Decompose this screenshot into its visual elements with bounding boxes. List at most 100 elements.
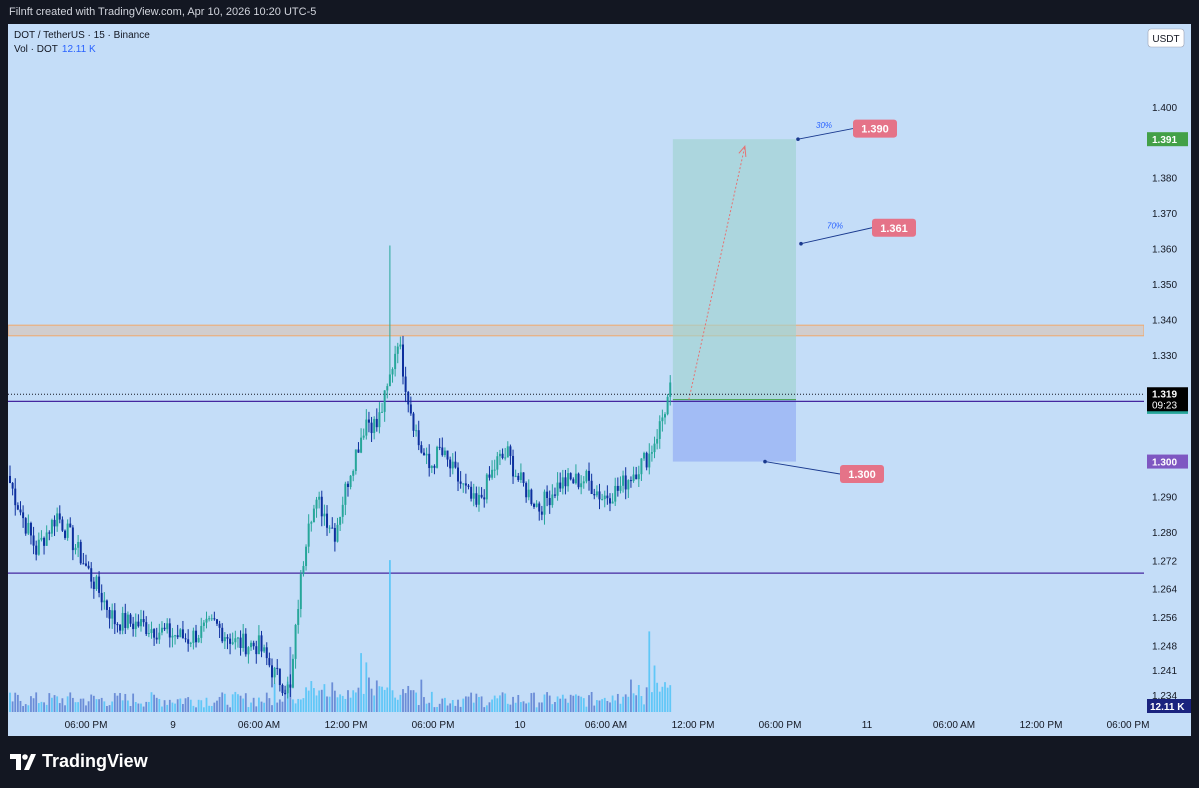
volume-bar	[278, 699, 281, 712]
tradingview-brand[interactable]: TradingView	[10, 751, 148, 772]
stop-price-label: 1.300	[1152, 458, 1177, 469]
volume-bar	[281, 701, 284, 712]
price-chart[interactable]: 1.390 30% 1.361 70% 1.300 USDT 1.400 1.390 1.380…	[8, 24, 1191, 736]
candle	[344, 483, 347, 505]
volume-bar	[653, 665, 656, 712]
chart-area[interactable]: 1.390 30% 1.361 70% 1.300 USDT 1.400 1.390 1.380…	[8, 24, 1191, 736]
candle	[339, 516, 342, 525]
stop-zone	[672, 399, 796, 462]
volume-bar	[244, 693, 247, 712]
candle	[637, 474, 640, 480]
candle	[111, 610, 114, 619]
candle	[459, 481, 462, 484]
candle	[590, 480, 593, 495]
volume-bar	[163, 700, 166, 712]
candle	[69, 523, 72, 528]
volume-bar	[520, 702, 522, 712]
volume-bar	[590, 691, 593, 712]
candle	[415, 430, 418, 432]
volume-bar	[92, 695, 95, 712]
volume-bar	[459, 706, 462, 712]
price-tick: 1.280	[1152, 528, 1177, 539]
candle	[247, 647, 250, 655]
candle	[425, 453, 428, 456]
volume-bar	[176, 699, 179, 712]
candle	[522, 472, 525, 483]
candle	[32, 535, 35, 546]
candle	[370, 422, 373, 434]
volume-bar	[669, 685, 672, 712]
volume-bar	[297, 698, 300, 712]
volume-bar	[365, 662, 368, 712]
candle	[22, 512, 25, 519]
price-tick: 1.370	[1152, 209, 1177, 220]
price-tick: 1.380	[1152, 174, 1177, 185]
candle	[174, 635, 177, 637]
candle	[661, 417, 664, 422]
volume-bar	[349, 697, 352, 712]
candle	[420, 445, 423, 453]
candle	[559, 482, 562, 489]
candle	[58, 513, 61, 520]
candle	[360, 437, 363, 453]
candle	[533, 504, 535, 507]
candle	[318, 496, 321, 500]
volume-bar	[111, 701, 114, 712]
candle	[553, 494, 556, 496]
volume-bar	[420, 679, 423, 712]
volume-bar	[53, 695, 56, 712]
candle	[449, 459, 452, 469]
candle	[315, 499, 318, 509]
volume-bar	[153, 694, 155, 712]
candle	[294, 624, 297, 659]
volume-bar	[250, 702, 252, 712]
candle	[525, 482, 528, 498]
volume-bar	[299, 699, 302, 712]
volume-bar	[268, 698, 271, 712]
volume-bar	[472, 702, 475, 712]
price-tick: 1.264	[1152, 585, 1177, 596]
volume-bar	[619, 703, 622, 712]
stop-label: 1.300	[848, 469, 876, 481]
volume-legend-label: Vol · DOT	[14, 44, 58, 55]
volume-bar	[216, 700, 218, 712]
volume-bar	[255, 706, 258, 712]
time-tick: 06:00 PM	[1107, 720, 1150, 731]
candle	[614, 485, 617, 502]
candle	[622, 475, 625, 486]
candle	[158, 632, 161, 640]
volume-bar	[412, 690, 415, 712]
symbol-title[interactable]: DOT / TetherUS · 15 · Binance	[14, 30, 150, 41]
candle	[422, 452, 425, 456]
volume-bar	[517, 694, 520, 712]
candle	[436, 446, 439, 468]
volume-bar	[58, 703, 61, 712]
candle	[407, 391, 410, 405]
volume-bar	[208, 705, 211, 712]
volume-bar	[168, 699, 171, 712]
volume-bar	[71, 697, 74, 712]
volume-bar	[640, 696, 643, 712]
time-tick: 06:00 AM	[585, 720, 627, 731]
volume-bar	[595, 700, 598, 712]
candle	[664, 414, 666, 418]
target-price-label-box	[1147, 132, 1188, 147]
volume-bar	[467, 696, 470, 712]
candle	[223, 637, 226, 642]
volume-bar	[572, 695, 575, 712]
volume-bar	[127, 700, 129, 712]
volume-bar	[357, 687, 360, 712]
candle	[234, 638, 237, 643]
price-tick: 1.248	[1152, 641, 1177, 652]
candle	[260, 635, 263, 652]
volume-bar	[457, 699, 459, 712]
volume-bar	[643, 704, 645, 712]
candle	[200, 625, 203, 638]
stop-price-label-box	[1147, 454, 1188, 469]
target-2-pointer	[797, 128, 854, 140]
volume-bar	[609, 702, 611, 712]
volume-bar	[496, 698, 499, 712]
candle	[37, 539, 40, 555]
price-axis-bg	[1144, 24, 1191, 736]
volume-bar	[454, 705, 457, 712]
